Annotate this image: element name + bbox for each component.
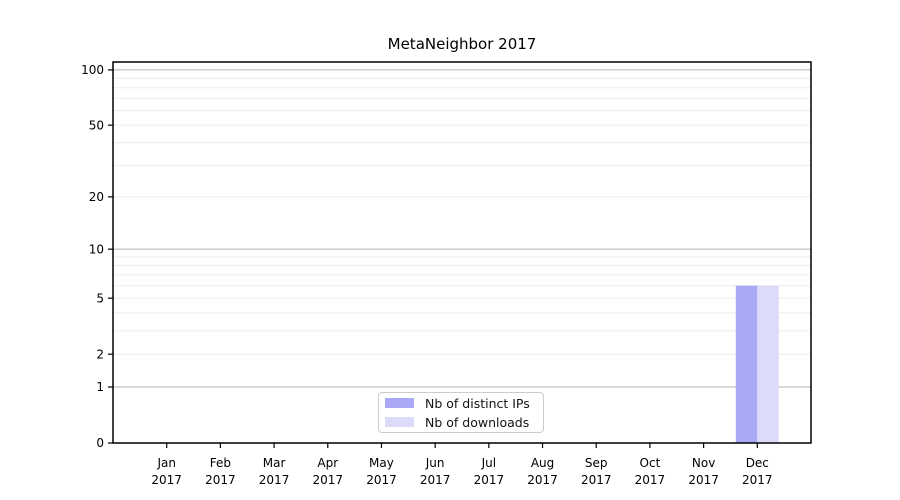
bar-dec-downloads <box>757 285 779 443</box>
x-tick-label-year: 2017 <box>635 473 666 487</box>
x-tick-label-year: 2017 <box>688 473 719 487</box>
bars <box>735 285 779 443</box>
y-tick-label: 20 <box>89 190 104 204</box>
x-tick-label-month: Jun <box>425 456 445 470</box>
y-tick-label: 1 <box>96 380 104 394</box>
x-tick-label-year: 2017 <box>312 473 343 487</box>
x-tick-label-year: 2017 <box>581 473 612 487</box>
x-tick-label-month: Aug <box>531 456 554 470</box>
x-tick-label-month: Jan <box>156 456 176 470</box>
legend-label-distinct-ips: Nb of distinct IPs <box>425 395 530 411</box>
legend: Nb of distinct IPs Nb of downloads <box>378 392 544 433</box>
legend-swatch-distinct-ips <box>385 398 414 408</box>
x-tick-label-year: 2017 <box>742 473 773 487</box>
x-tick-label-year: 2017 <box>474 473 505 487</box>
x-tick-label-month: Nov <box>692 456 715 470</box>
x-tick-label-year: 2017 <box>527 473 558 487</box>
x-tick-label-year: 2017 <box>366 473 397 487</box>
y-tick-label: 5 <box>96 291 104 305</box>
bar-dec-distinct-ips <box>735 285 758 443</box>
legend-swatch-downloads <box>385 417 414 427</box>
x-tick-label-year: 2017 <box>259 473 290 487</box>
x-axis: Jan 2017 Feb 2017 Mar 2017 Apr 2017 May 2017 Jun 20… <box>151 443 773 487</box>
y-tick-label: 2 <box>96 347 104 361</box>
x-tick-label-month: Sep <box>585 456 608 470</box>
legend-item-downloads: Nb of downloads <box>385 413 543 432</box>
y-tick-label: 50 <box>89 118 104 132</box>
plot-border <box>112 61 812 444</box>
x-tick-label-month: Jul <box>481 456 496 470</box>
x-tick-label-month: Mar <box>263 456 286 470</box>
x-tick-label-month: May <box>369 456 394 470</box>
legend-label-downloads: Nb of downloads <box>425 414 530 430</box>
gridlines-major <box>113 69 811 388</box>
x-tick-label-year: 2017 <box>420 473 451 487</box>
chart-title: MetaNeighbor 2017 <box>387 35 537 53</box>
y-axis: 0 1 2 5 10 20 50 100 <box>81 63 113 450</box>
x-tick-label-month: Feb <box>210 456 231 470</box>
y-tick-label: 100 <box>81 63 104 77</box>
x-tick-label-month: Apr <box>317 456 338 470</box>
x-tick-label-month: Oct <box>640 456 661 470</box>
x-tick-label-year: 2017 <box>205 473 236 487</box>
x-tick-label-year: 2017 <box>151 473 182 487</box>
x-tick-label-month: Dec <box>746 456 769 470</box>
y-tick-label: 10 <box>89 242 104 256</box>
legend-item-distinct-ips: Nb of distinct IPs <box>385 394 543 413</box>
y-tick-label: 0 <box>96 436 104 450</box>
gridlines-minor <box>113 61 811 355</box>
